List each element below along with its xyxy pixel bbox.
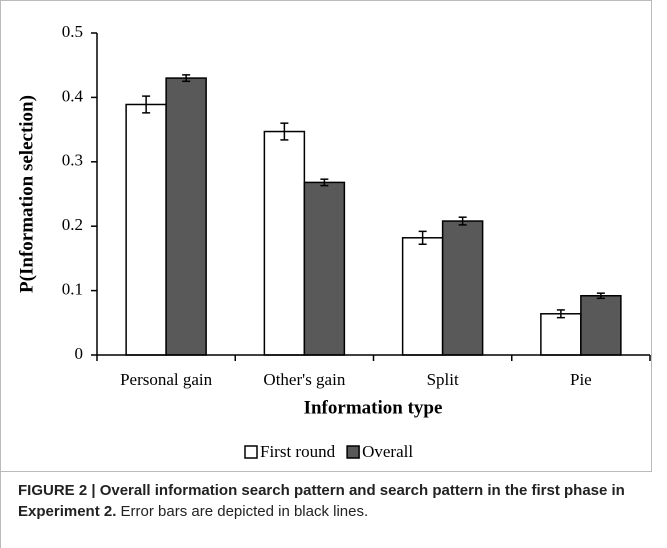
y-tick-label: 0.3 [62,151,83,170]
legend-label: First round [260,442,336,461]
y-tick-label: 0 [75,344,84,363]
bar [303,181,346,356]
error-bar [142,95,151,114]
legend-swatch [346,445,360,459]
x-tick-label: Other's gain [263,370,345,389]
caption-label: FIGURE 2 | Overall information search pa… [18,482,625,520]
legend-label: Overall [362,442,413,461]
x-tick-label: Personal gain [120,370,213,389]
x-tick-label: Split [427,370,459,389]
figure-frame [0,0,652,472]
bar [263,130,306,356]
x-axis-title: Information type [304,397,443,418]
bar [580,295,622,356]
y-tick-label: 0.4 [62,86,84,105]
legend-swatch [244,445,258,459]
error-bar [458,216,467,226]
error-bar [418,230,427,245]
error-bar [556,309,565,319]
error-bar [280,122,289,141]
bar [441,220,484,356]
x-tick-label: Pie [570,370,592,389]
y-axis-title: P(Information selection) [16,95,37,293]
bar [401,237,444,356]
bar [540,313,582,356]
y-tick-label: 0.1 [62,280,83,299]
bar [165,77,207,356]
y-tick-label: 0.2 [62,215,83,234]
bar [125,103,167,356]
error-bar [182,74,191,83]
caption: FIGURE 2 | Overall information search pa… [18,480,648,522]
y-tick-label: 0.5 [62,22,83,41]
caption-text: Error bars are depicted in black lines. [120,503,369,520]
error-bar [596,292,605,300]
error-bar [320,178,329,187]
